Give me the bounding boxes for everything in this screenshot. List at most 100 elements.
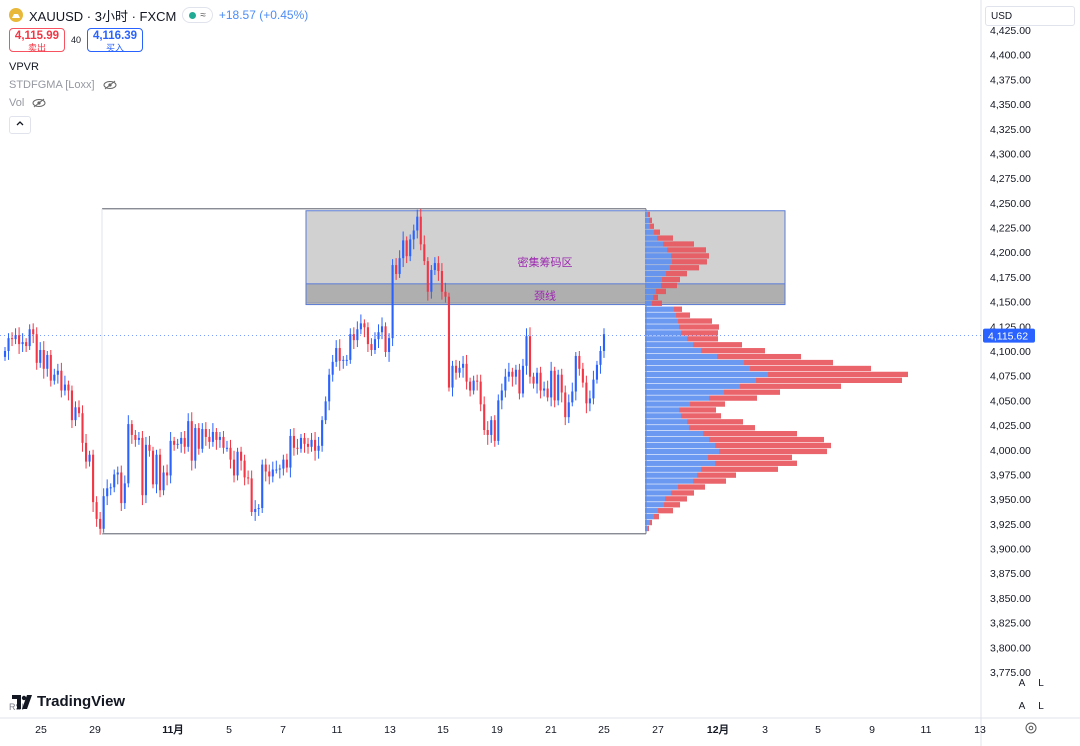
y-tick-label: 4,150.00 bbox=[990, 297, 1031, 309]
candle-body bbox=[440, 270, 443, 292]
tradingview-logo: TradingView bbox=[12, 693, 125, 710]
y-tick-label: 4,350.00 bbox=[990, 99, 1031, 111]
volume-profile-bar-up bbox=[645, 436, 709, 443]
candle-body bbox=[10, 338, 14, 340]
volume-profile-bar-up bbox=[645, 259, 672, 265]
candle-body bbox=[352, 334, 355, 341]
volume-profile-bar-down bbox=[681, 413, 721, 419]
volume-profile-bar-down bbox=[690, 401, 725, 407]
candle-body bbox=[486, 430, 489, 435]
volume-profile-bar-down bbox=[724, 389, 780, 395]
candle-body bbox=[366, 327, 369, 345]
candle-body bbox=[116, 472, 119, 475]
candle-body bbox=[356, 329, 359, 341]
price-axis[interactable]: 4,425.00 4,400.00 4,375.00 4,350.00 4,325.00… bbox=[983, 25, 1035, 679]
volume-profile-bar-down bbox=[679, 407, 716, 413]
trade-buttons: 4,115.99 卖出 40 4,116.39 买入 bbox=[9, 28, 308, 53]
candle-body bbox=[402, 240, 405, 259]
volume-profile-bar-up bbox=[645, 282, 661, 289]
volume-profile-bar-down bbox=[678, 484, 705, 490]
volume-profile-bar-down bbox=[715, 442, 831, 449]
market-status[interactable]: ≈ bbox=[182, 7, 213, 23]
candle-body bbox=[275, 469, 278, 471]
y-tick-label: 4,300.00 bbox=[990, 148, 1031, 160]
log-scale-button[interactable]: L bbox=[1033, 676, 1049, 692]
volume-profile-bar-up bbox=[645, 318, 678, 324]
candle-body bbox=[218, 436, 221, 440]
symbol-title[interactable]: XAUUSD · 3小时 · FXCM bbox=[29, 8, 177, 24]
candle-body bbox=[550, 370, 553, 398]
candle-body bbox=[134, 434, 137, 440]
candle-body bbox=[507, 371, 510, 377]
candle-body bbox=[194, 428, 197, 461]
candle-body bbox=[490, 420, 493, 435]
time-axis[interactable]: 25 29 11月 5 7 11 13 15 19 21 25 27 12月 3 5 9 11 13 bbox=[35, 724, 986, 736]
y-tick-label: 4,050.00 bbox=[990, 395, 1031, 407]
candle-body bbox=[592, 379, 595, 399]
hidden-eye-icon[interactable] bbox=[103, 80, 117, 90]
candle-body bbox=[388, 338, 391, 352]
settings-icon[interactable] bbox=[1024, 721, 1038, 735]
volume-profile-bar-down bbox=[701, 466, 778, 472]
x-tick-label: 9 bbox=[869, 724, 875, 736]
candle-body bbox=[430, 270, 433, 292]
y-tick-label: 3,975.00 bbox=[990, 469, 1031, 481]
indicator-stdfgma[interactable]: STDFGMA [Loxx] bbox=[9, 76, 308, 94]
currency-select[interactable]: USD bbox=[985, 6, 1075, 26]
candle-body bbox=[373, 339, 377, 351]
candle-body bbox=[278, 468, 281, 470]
volume-profile-bar-up bbox=[645, 353, 717, 360]
auto-scale-button-lower[interactable]: A bbox=[1014, 699, 1030, 715]
y-tick-label: 4,375.00 bbox=[990, 74, 1031, 86]
collapse-legend-button[interactable] bbox=[9, 116, 31, 134]
candle-body bbox=[49, 354, 52, 381]
candle-body bbox=[113, 474, 116, 488]
volume-profile-bar-down bbox=[650, 519, 652, 526]
volume-profile-bar-down bbox=[650, 223, 654, 229]
y-tick-label: 4,325.00 bbox=[990, 124, 1031, 136]
volume-profile-bar-up bbox=[645, 306, 674, 312]
indicator-vpvr[interactable]: VPVR bbox=[9, 58, 308, 76]
x-tick-label: 11 bbox=[332, 724, 343, 736]
x-tick-label: 3 bbox=[762, 724, 768, 736]
volume-profile-bar-down bbox=[671, 490, 694, 496]
candle-body bbox=[532, 376, 535, 384]
candle-body bbox=[444, 291, 447, 297]
candle-body bbox=[578, 355, 581, 369]
log-scale-button-lower[interactable]: L bbox=[1033, 699, 1049, 715]
candle-body bbox=[141, 437, 144, 496]
candle-body bbox=[162, 472, 165, 491]
current-price-label: 4,115.62 bbox=[988, 331, 1028, 343]
buy-button[interactable]: 4,116.39 买入 bbox=[87, 28, 144, 53]
volume-profile-bar-up bbox=[645, 448, 719, 455]
candle-body bbox=[102, 496, 105, 529]
volume-profile-bar-up bbox=[645, 466, 701, 472]
volume-profile-bar-up bbox=[645, 460, 715, 466]
y-tick-label: 3,925.00 bbox=[990, 519, 1031, 531]
candle-body bbox=[433, 263, 436, 271]
candle-body bbox=[254, 509, 257, 512]
price-change: +18.57 (+0.45%) bbox=[218, 8, 309, 22]
candle-body bbox=[342, 359, 345, 361]
x-tick-label: 15 bbox=[437, 724, 449, 736]
candle-body bbox=[250, 478, 253, 512]
x-tick-label: 5 bbox=[226, 724, 232, 736]
hidden-eye-icon[interactable] bbox=[32, 98, 46, 108]
candle-body bbox=[324, 401, 327, 421]
candle-body bbox=[437, 263, 440, 271]
candle-body bbox=[571, 391, 574, 403]
candle-body bbox=[567, 402, 570, 418]
candle-body bbox=[14, 335, 17, 340]
auto-scale-button[interactable]: A bbox=[1014, 676, 1030, 692]
volume-profile-bar-down bbox=[654, 229, 660, 235]
candle-body bbox=[35, 334, 38, 363]
volume-profile-bar-down bbox=[667, 247, 706, 253]
volume-profile-bar-up bbox=[645, 389, 724, 395]
indicator-vol[interactable]: Vol bbox=[9, 94, 308, 112]
volume-profile-bar-up bbox=[645, 265, 670, 271]
sell-button[interactable]: 4,115.99 卖出 bbox=[9, 28, 65, 53]
x-tick-label: 27 bbox=[652, 724, 664, 736]
candle-body bbox=[42, 350, 45, 369]
volume-profile-bar-up bbox=[645, 413, 681, 419]
